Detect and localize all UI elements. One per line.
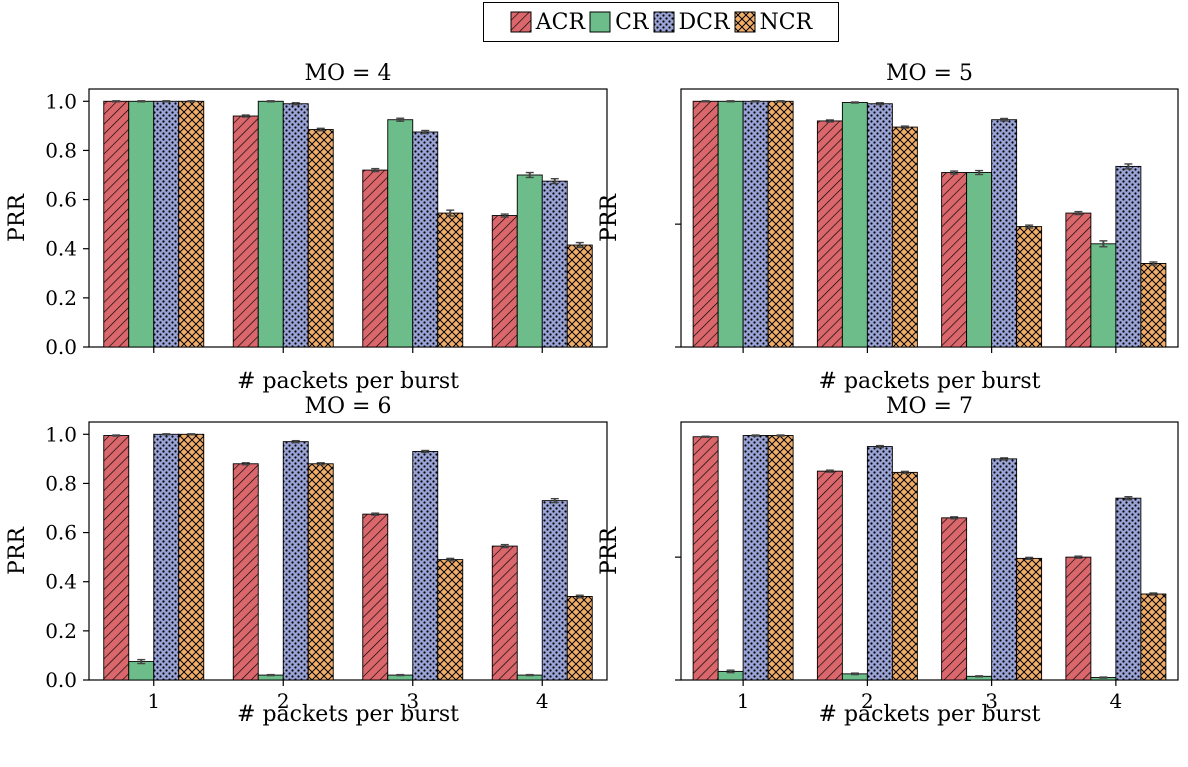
bar-acr-4 [492, 216, 517, 347]
bar-dcr-2 [283, 104, 308, 347]
y-tick-label: 0.0 [45, 335, 77, 359]
bar-dcr-4 [542, 181, 567, 347]
bar-acr-2 [817, 471, 842, 680]
bar-dcr-3 [992, 120, 1017, 347]
bar-acr-1 [693, 101, 718, 347]
y-tick-label: 0.2 [45, 619, 77, 643]
x-tick-label: 4 [536, 689, 549, 713]
bar-ncr-4 [1141, 594, 1166, 680]
bar-ncr-3 [438, 560, 463, 680]
chart-title: MO = 6 [305, 394, 392, 419]
bar-ncr-1 [768, 101, 793, 347]
y-axis-label: PRR [5, 526, 30, 575]
chart-panel-1: MO = 4 PRR # packets per burst 0.0 0.2 0.4 0.6… [5, 61, 607, 394]
bar-dcr-4 [1116, 498, 1141, 680]
chart-panel-2: MO = 5 PRR # packets per burst [597, 61, 1178, 394]
x-axis-label: # packets per burst [819, 369, 1041, 394]
x-tick-label: 4 [1110, 689, 1123, 713]
bar-cr-2 [842, 103, 867, 347]
chart-panel-4: MO = 7 PRR # packets per burst 1 2 3 4 [597, 394, 1178, 727]
x-tick-label: 1 [147, 689, 160, 713]
y-tick-label: 0.4 [45, 570, 77, 594]
bar-acr-4 [1066, 213, 1091, 347]
bar-ncr-4 [567, 245, 592, 347]
bar-acr-2 [233, 116, 258, 347]
bar-acr-2 [817, 121, 842, 347]
x-tick-label: 2 [861, 689, 874, 713]
bar-acr-1 [693, 437, 718, 680]
bar-acr-3 [363, 170, 388, 347]
bar-dcr-3 [413, 451, 438, 680]
bar-ncr-3 [438, 213, 463, 347]
x-axis-label: # packets per burst [819, 702, 1041, 727]
y-tick-label: 0.8 [45, 138, 77, 162]
bar-acr-4 [492, 546, 517, 680]
x-axis-label: # packets per burst [237, 702, 459, 727]
bar-cr-1 [129, 101, 154, 347]
bar-ncr-2 [892, 472, 917, 680]
bar-dcr-1 [743, 436, 768, 680]
bar-cr-2 [258, 101, 283, 347]
bar-acr-2 [233, 464, 258, 680]
chart-panel-3: MO = 6 PRR # packets per burst 0.0 0.2 0.4 0.6… [5, 394, 607, 727]
y-tick-label: 0.2 [45, 286, 77, 310]
y-tick-label: 0.4 [45, 237, 77, 261]
bar-dcr-1 [743, 101, 768, 347]
bar-acr-4 [1066, 557, 1091, 680]
y-axis-label: PRR [597, 526, 622, 575]
bar-dcr-4 [542, 501, 567, 680]
y-tick-label: 1.0 [45, 89, 77, 113]
bar-dcr-1 [154, 101, 179, 347]
bar-cr-4 [1091, 244, 1116, 347]
bar-ncr-4 [567, 596, 592, 680]
bar-acr-1 [104, 101, 129, 347]
y-tick-label: 0.6 [45, 188, 77, 212]
bar-ncr-1 [179, 101, 204, 347]
bar-dcr-4 [1116, 166, 1141, 347]
x-tick-label: 3 [985, 689, 998, 713]
bar-cr-1 [718, 101, 743, 347]
bar-cr-1 [129, 662, 154, 680]
bar-acr-1 [104, 436, 129, 680]
bar-dcr-2 [867, 447, 892, 680]
bar-dcr-2 [283, 442, 308, 680]
y-tick-label: 0.8 [45, 471, 77, 495]
y-tick-label: 0.0 [45, 668, 77, 692]
bar-ncr-3 [1017, 558, 1042, 680]
y-tick-label: 1.0 [45, 422, 77, 446]
chart-title: MO = 7 [886, 394, 973, 419]
bar-ncr-4 [1141, 263, 1166, 347]
y-tick-label: 0.6 [45, 521, 77, 545]
bar-dcr-2 [867, 104, 892, 347]
bar-ncr-3 [1017, 227, 1042, 347]
y-axis-label: PRR [5, 193, 30, 242]
x-tick-label: 1 [737, 689, 750, 713]
y-axis-label: PRR [597, 193, 622, 242]
bar-ncr-2 [308, 464, 333, 680]
bar-acr-3 [363, 514, 388, 680]
bar-dcr-3 [992, 459, 1017, 680]
chart-title: MO = 4 [305, 61, 392, 86]
x-axis-label: # packets per burst [237, 369, 459, 394]
bar-acr-3 [942, 173, 967, 347]
bar-ncr-2 [308, 130, 333, 347]
bar-ncr-1 [768, 436, 793, 680]
bar-dcr-3 [413, 132, 438, 347]
bar-cr-4 [517, 175, 542, 347]
bar-ncr-2 [892, 127, 917, 347]
bar-dcr-1 [154, 434, 179, 680]
bar-cr-3 [967, 173, 992, 347]
bar-ncr-1 [179, 434, 204, 680]
x-tick-label: 3 [406, 689, 419, 713]
chart-title: MO = 5 [886, 61, 973, 86]
x-tick-label: 2 [277, 689, 290, 713]
bar-cr-3 [388, 120, 413, 347]
bar-acr-3 [942, 518, 967, 680]
